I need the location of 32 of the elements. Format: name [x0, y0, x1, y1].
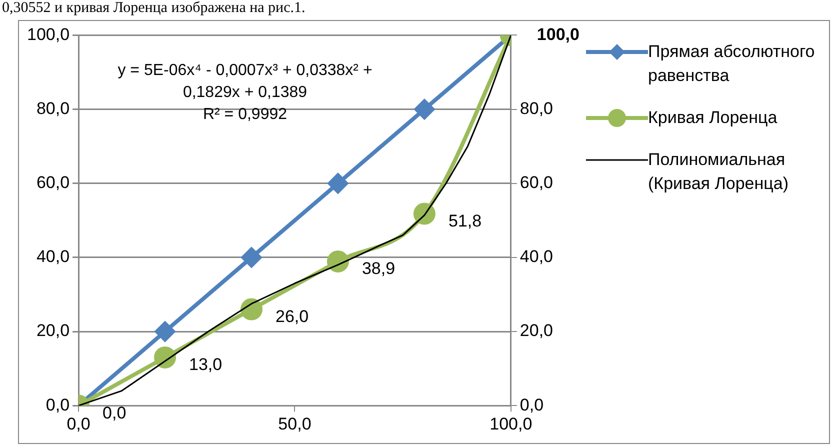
y2-tick-label: 60,0: [520, 173, 554, 192]
annotation: y = 5E-06x⁴ - 0,0007x³ + 0,0338x² + 0,1829x + 0,1389: [116, 61, 374, 103]
point: [241, 247, 262, 268]
y2-tick-label: 0,0: [520, 395, 544, 414]
y-tick-label: 80,0: [36, 98, 70, 118]
text: 0,30552 и кривая Лоренца изображена на рис.1.: [2, 0, 306, 17]
point: [328, 173, 348, 194]
point: [414, 99, 434, 120]
data-label: 38,9: [362, 259, 396, 278]
data-label: 51,8: [448, 211, 482, 230]
x-tick-label: 0,0: [66, 414, 90, 434]
y2-tick-label: 80,0: [520, 98, 554, 118]
legend-label: Полиномиальная (Кривая Лоренца): [648, 149, 790, 195]
point: [155, 322, 176, 342]
x-tick-label: 100,0: [490, 414, 532, 434]
x-tick-label: 50,0: [278, 414, 312, 434]
y-tick-label: 40,0: [36, 247, 70, 266]
point: [326, 250, 349, 273]
y-tick-label: 20,0: [36, 321, 70, 340]
y-tick-label: 0,0: [46, 395, 70, 414]
annotation: R² = 0,9992: [202, 105, 288, 125]
y2-tick-label: 20,0: [520, 321, 554, 340]
legend-label: Кривая Лоренца: [648, 107, 778, 129]
y2-tick-label: 40,0: [520, 247, 554, 266]
data-label: 13,0: [189, 355, 222, 374]
legend-label: Прямая абсолютного равенства: [648, 41, 816, 87]
y-tick-label: 100,0: [26, 24, 70, 44]
point: [240, 298, 262, 320]
data-label: 26,0: [275, 306, 309, 326]
y-tick-label: 60,0: [36, 173, 70, 192]
data-label: 100,0: [536, 24, 580, 44]
point: [154, 346, 176, 368]
